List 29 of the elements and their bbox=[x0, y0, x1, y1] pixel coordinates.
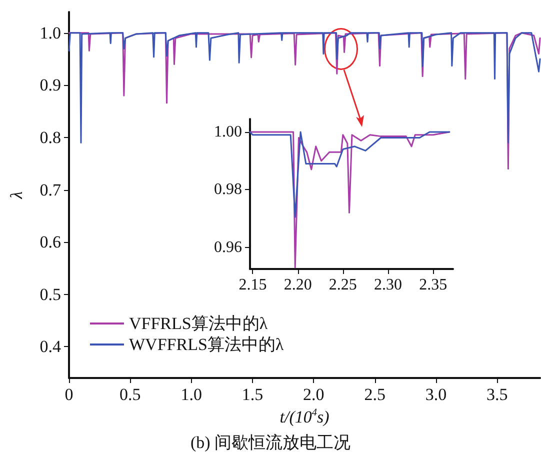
y-tick-label: 0.9 bbox=[40, 76, 61, 95]
x-tick-label: 1.0 bbox=[180, 385, 202, 404]
y-tick-label: 0.98 bbox=[214, 181, 242, 198]
y-tick-label: 1.0 bbox=[40, 23, 61, 42]
x-tick-label: 2.5 bbox=[364, 385, 386, 404]
y-tick-label: 0.4 bbox=[40, 337, 62, 356]
line-series bbox=[68, 32, 541, 144]
y-axis-title: λ bbox=[7, 191, 26, 200]
y-tick-label: 0.6 bbox=[40, 232, 61, 252]
x-tick-label: 2.15 bbox=[238, 276, 267, 294]
x-tick-label: 1.5 bbox=[242, 385, 264, 404]
legend-label: VFFRLS算法中的λ bbox=[129, 314, 268, 333]
x-tick-label: 2.30 bbox=[374, 276, 402, 294]
x-tick-label: 0.5 bbox=[120, 385, 141, 404]
legend-label: WVFFRLS算法中的λ bbox=[129, 335, 284, 354]
y-tick-label: 0.7 bbox=[40, 180, 62, 200]
x-tick-label: 2.0 bbox=[303, 385, 324, 404]
x-tick-label: 2.20 bbox=[284, 276, 312, 294]
y-tick-label: 0.8 bbox=[40, 128, 61, 147]
y-tick-label: 1.00 bbox=[214, 123, 242, 140]
x-tick-label: 0 bbox=[64, 385, 74, 404]
text: (b) 间歇恒流放电工况 bbox=[190, 433, 351, 452]
line-series bbox=[249, 131, 450, 268]
x-tick-label: 3.0 bbox=[425, 385, 447, 404]
x-tick-label: 2.25 bbox=[328, 276, 357, 294]
x-tick-label: 3.5 bbox=[486, 385, 508, 404]
y-tick-label: 0.96 bbox=[214, 238, 242, 256]
x-tick-label: 2.35 bbox=[419, 276, 448, 294]
line-series bbox=[249, 131, 450, 218]
